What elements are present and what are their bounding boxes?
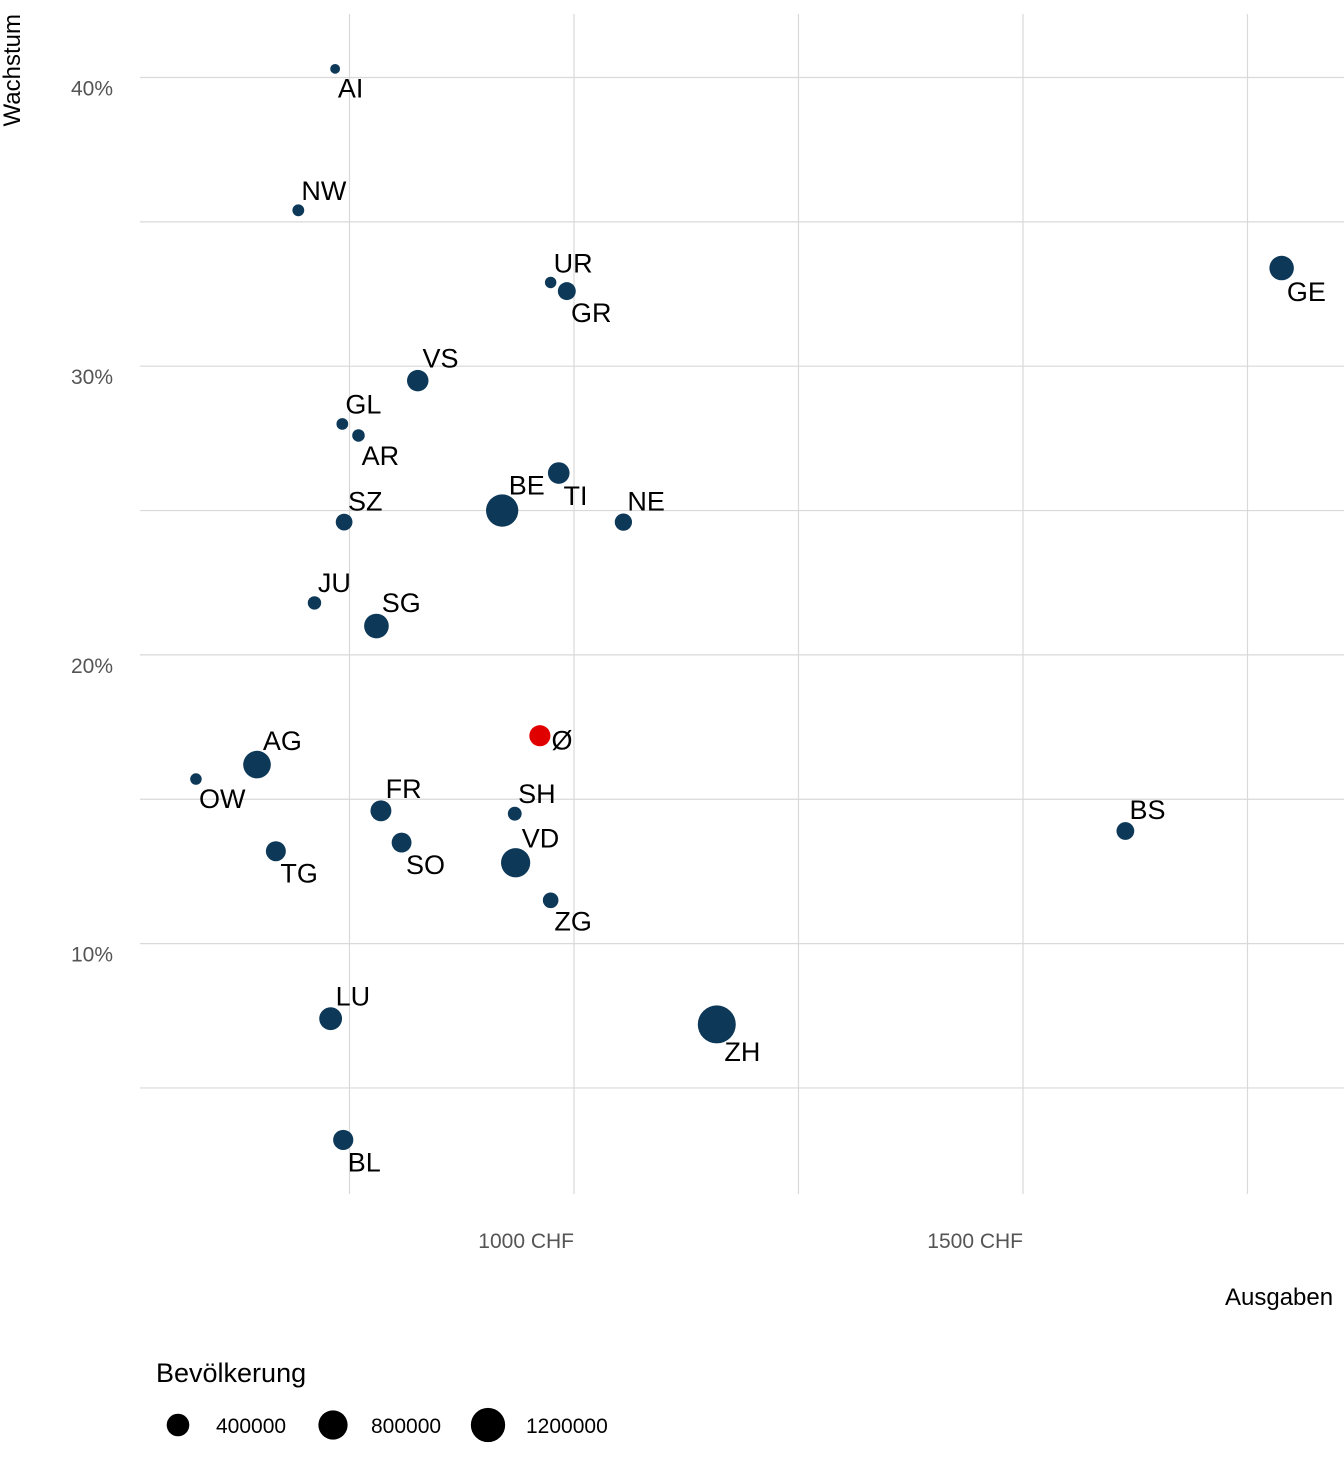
- y-tick-label: 40%: [71, 78, 113, 101]
- point-label: VS: [423, 344, 459, 374]
- point-label: GR: [571, 298, 612, 328]
- average-point: [529, 725, 551, 747]
- data-point: [1269, 255, 1294, 281]
- point-label: ZH: [724, 1037, 760, 1067]
- data-point: [391, 832, 412, 853]
- data-point: [370, 800, 392, 822]
- point-label: FR: [386, 774, 422, 804]
- point-label: GL: [345, 390, 381, 420]
- point-label: LU: [336, 981, 371, 1011]
- legend-key: [470, 1407, 506, 1443]
- data-point: [190, 773, 202, 785]
- legend-key: [166, 1413, 190, 1437]
- legend-title: Bevölkerung: [156, 1358, 306, 1388]
- data-point: [292, 204, 305, 217]
- size-legend: Bevölkerung 400000 800000 1200000: [156, 1358, 608, 1443]
- data-point: [507, 806, 522, 821]
- data-point: [319, 1007, 343, 1031]
- data-point: [243, 750, 271, 779]
- data-point: [544, 276, 557, 289]
- data-point: [486, 494, 519, 527]
- legend-label: 400000: [216, 1415, 286, 1438]
- data-points: [190, 63, 1294, 1151]
- point-label: AI: [338, 74, 364, 104]
- legend-label: 1200000: [526, 1415, 608, 1438]
- y-tick-label: 10%: [71, 944, 113, 967]
- data-point: [265, 841, 286, 862]
- point-label: UR: [554, 248, 593, 278]
- data-point: [407, 369, 429, 392]
- data-point: [547, 462, 570, 484]
- x-tick-label: 1000 CHF: [478, 1230, 574, 1253]
- point-label: SH: [518, 779, 556, 809]
- point-label: TG: [280, 859, 318, 889]
- data-point: [501, 848, 531, 878]
- data-point: [307, 596, 322, 610]
- point-label: GE: [1287, 277, 1326, 307]
- tick-labels: 1000 CHF 1500 CHF 10% 20% 30% 40%: [71, 78, 1023, 1254]
- point-label: SZ: [348, 486, 383, 516]
- point-labels: AI NW UR GR GE VS GL AR TI BE NE SZ JU SG Ø AG OW FR SH BS S…: [199, 74, 1326, 1178]
- data-point: [614, 513, 633, 531]
- point-label: OW: [199, 784, 246, 814]
- data-point: [542, 892, 559, 909]
- data-point: [352, 429, 365, 442]
- legend-label: 800000: [371, 1415, 441, 1438]
- point-label: BE: [509, 471, 545, 501]
- data-point: [330, 63, 341, 74]
- point-label: NE: [627, 486, 665, 516]
- point-label: ZG: [554, 907, 592, 937]
- data-point: [335, 513, 353, 531]
- x-tick-label: 1500 CHF: [927, 1230, 1023, 1253]
- y-axis-title: Wachstum: [0, 14, 26, 126]
- point-label: BS: [1129, 795, 1165, 825]
- point-label: JU: [318, 568, 351, 598]
- data-point: [336, 418, 349, 430]
- point-label: AG: [263, 726, 302, 756]
- data-point: [1116, 822, 1135, 840]
- point-label: TI: [564, 481, 588, 511]
- point-label: SO: [406, 850, 445, 880]
- point-label: SG: [382, 588, 421, 618]
- y-tick-label: 20%: [71, 655, 113, 678]
- point-label: AR: [362, 441, 400, 471]
- data-point: [697, 1005, 736, 1044]
- data-point: [364, 613, 389, 639]
- point-label: NW: [301, 176, 346, 206]
- data-point: [557, 282, 576, 301]
- legend-key: [318, 1410, 348, 1440]
- grid-layer: [140, 14, 1344, 1194]
- x-axis-title: Ausgaben: [1225, 1284, 1333, 1311]
- point-label: Ø: [551, 726, 572, 756]
- point-label: VD: [522, 824, 560, 854]
- y-tick-label: 30%: [71, 366, 113, 389]
- point-label: BL: [348, 1147, 381, 1177]
- data-point: [333, 1129, 354, 1151]
